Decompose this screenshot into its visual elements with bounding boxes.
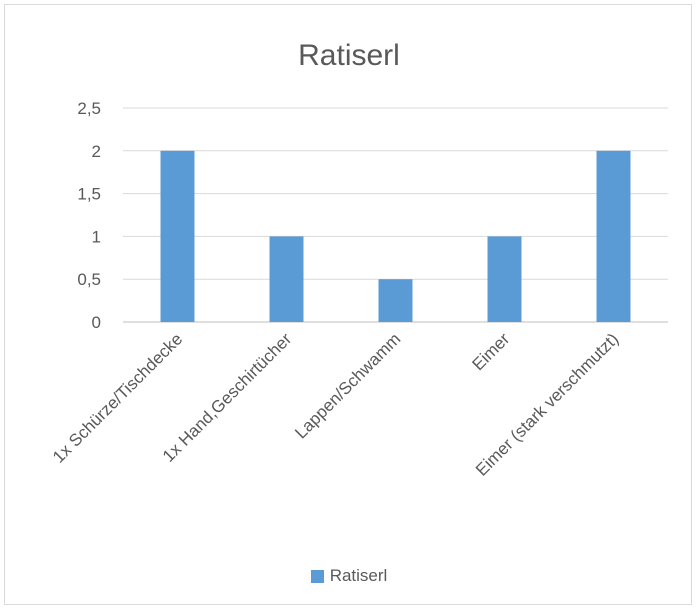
bar [378,279,413,322]
y-tick-label: 2 [92,142,101,161]
legend-label: Ratiserl [329,566,388,585]
y-tick-label: 2,5 [77,99,101,118]
legend: Ratiserl [0,566,698,586]
y-tick-label: 0 [92,313,101,332]
y-tick-label: 1,5 [77,185,101,204]
bar-series [160,150,631,322]
chart-title: Ratiserl [298,39,400,72]
y-tick-label: 0,5 [77,270,101,289]
bar [269,236,304,322]
bar [596,150,631,322]
bar [487,236,522,322]
y-axis-ticks: 0 0,5 1 1,5 2 2,5 [77,99,101,332]
bar [160,150,195,322]
legend-swatch [310,569,324,583]
y-tick-label: 1 [92,227,101,246]
x-tick-label: Lappen/Schwamm [291,329,404,442]
chart-area [4,4,692,605]
x-tick-label: Eimer [468,329,513,374]
